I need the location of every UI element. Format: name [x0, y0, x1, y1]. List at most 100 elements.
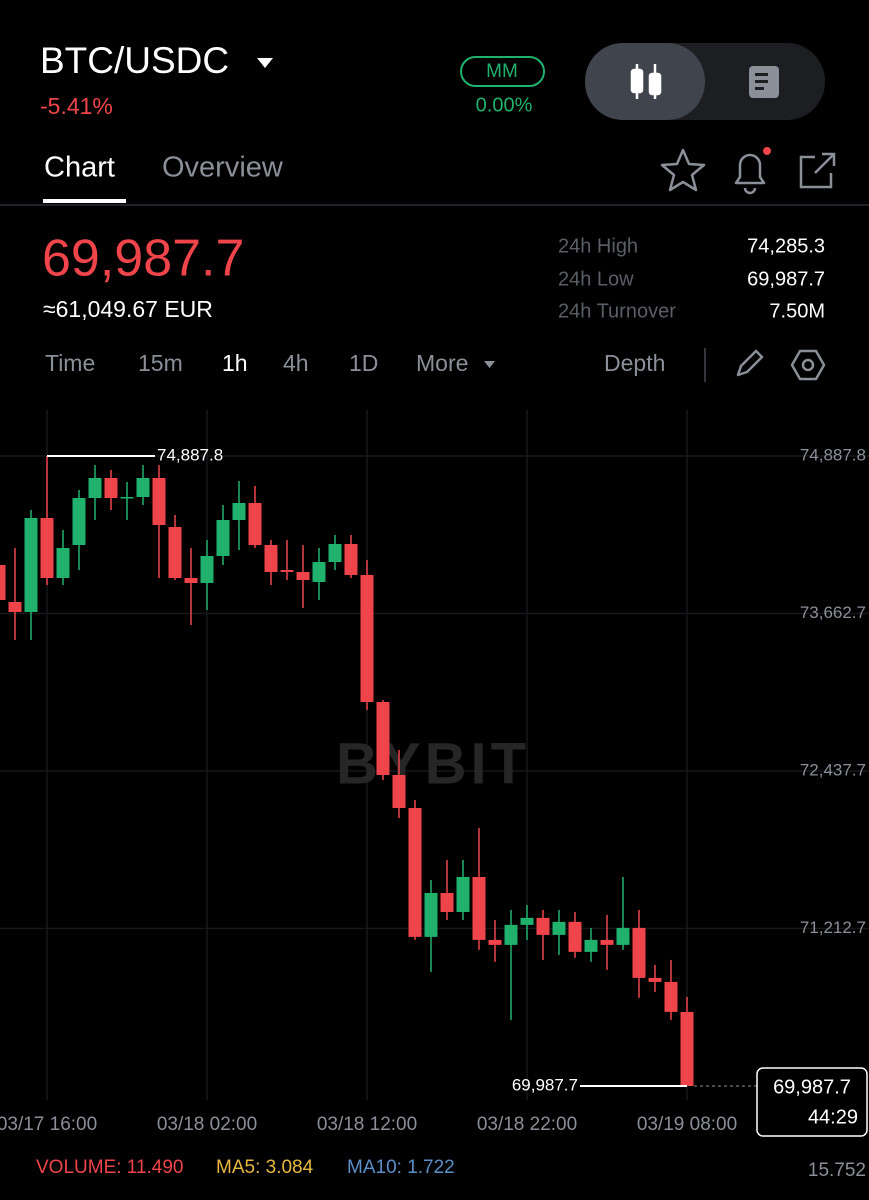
- candle-body: [600, 939, 614, 945]
- last-price: 69,987.7: [42, 230, 244, 288]
- candle-body: [680, 1011, 694, 1087]
- ma10-label: MA10: 1.722: [347, 1157, 455, 1178]
- interval[interactable]: 15m: [138, 350, 183, 376]
- mm-value: 0.00%: [476, 94, 533, 116]
- mm-pill[interactable]: [460, 56, 545, 87]
- stat-value: 7.50M: [769, 300, 825, 322]
- candle-body: [440, 893, 454, 912]
- candle-body: [216, 520, 230, 557]
- candle-body: [424, 893, 438, 937]
- candle-body: [200, 556, 214, 583]
- candle-body: [264, 544, 278, 572]
- candle-body: [280, 570, 294, 572]
- draw-icon[interactable]: [736, 349, 764, 377]
- candle-body: [408, 808, 422, 937]
- x-tick-label: 03/18 02:00: [157, 1114, 257, 1135]
- candle-body: [72, 498, 86, 545]
- candle-body: [648, 977, 662, 982]
- interval-more[interactable]: More: [416, 350, 468, 376]
- pair-dropdown[interactable]: [257, 58, 273, 68]
- candle-body: [472, 876, 486, 940]
- candle-body: [328, 543, 342, 562]
- stat-label: 24h Low: [558, 268, 634, 290]
- candle-body: [0, 565, 6, 601]
- candle-body: [568, 921, 582, 952]
- candle-body: [88, 478, 102, 499]
- share-icon[interactable]: [799, 152, 836, 189]
- candle-body: [520, 917, 534, 925]
- volume-label: VOLUME: 11.490: [36, 1157, 184, 1178]
- chart: 03/17 16:00 03/18 02:00 03/18 12:00 03/18 2…: [0, 410, 869, 1137]
- candle-body: [8, 601, 22, 612]
- candle-body: [616, 927, 630, 945]
- countdown: 44:29: [808, 1106, 858, 1128]
- y-tick-label: 73,662.7: [800, 603, 866, 622]
- x-tick-label: 03/17 16:00: [0, 1114, 97, 1135]
- candle-body: [376, 702, 390, 775]
- alert-dot: [763, 147, 771, 155]
- interval[interactable]: Time: [45, 350, 95, 376]
- x-tick-label: 03/18 22:00: [477, 1114, 577, 1135]
- candle-body: [536, 917, 550, 935]
- candle-body: [152, 478, 166, 526]
- candle-icon: [630, 64, 662, 99]
- candle-body: [168, 526, 182, 578]
- candle-view-button[interactable]: [585, 43, 705, 120]
- tab-chart[interactable]: Chart: [44, 152, 115, 184]
- low-marker-label: 69,987.7: [512, 1075, 578, 1094]
- candle-body: [56, 548, 70, 578]
- interval[interactable]: 4h: [283, 350, 309, 376]
- mm-label[interactable]: MM: [486, 61, 518, 82]
- candle-body: [248, 502, 262, 545]
- watermark: BYBIT: [336, 731, 530, 796]
- stat-label: 24h Turnover: [558, 300, 676, 322]
- fiat-price: ≈61,049.67 EUR: [43, 296, 213, 322]
- x-tick-label: 03/19 08:00: [637, 1114, 737, 1135]
- pair[interactable]: BTC/USDC: [40, 40, 229, 81]
- last-price-box: [756, 1067, 868, 1137]
- depth-button[interactable]: Depth: [604, 350, 665, 376]
- candle-body: [136, 478, 150, 498]
- y-tick-label: 74,887.8: [800, 445, 866, 464]
- candle-body: [664, 981, 678, 1012]
- interval[interactable]: 1D: [349, 350, 378, 376]
- candle-body: [312, 561, 326, 582]
- candle-body: [104, 478, 118, 499]
- candle-body: [40, 517, 54, 578]
- ma5-label: MA5: 3.084: [216, 1157, 314, 1178]
- volume-axis-label: 15.752: [808, 1160, 866, 1181]
- candle-body: [344, 543, 358, 575]
- settings-icon[interactable]: [790, 349, 826, 381]
- interval-active[interactable]: 1h: [222, 350, 248, 376]
- candle-body: [552, 921, 566, 935]
- tab-underline: [43, 199, 126, 203]
- stat-value: 74,285.3: [747, 235, 825, 257]
- candle-body: [24, 517, 38, 612]
- candle-body: [360, 574, 374, 703]
- y-tick-label: 72,437.7: [800, 760, 866, 779]
- high-marker-label: 74,887.8: [157, 445, 223, 464]
- candle-body: [296, 571, 310, 580]
- y-tick-label: 71,212.7: [800, 918, 866, 937]
- document-icon[interactable]: [749, 66, 779, 98]
- candle-body: [456, 876, 470, 912]
- stat-value: 69,987.7: [747, 268, 825, 290]
- stat-label: 24h High: [558, 235, 638, 257]
- candle-body: [184, 577, 198, 583]
- change: -5.41%: [40, 93, 113, 119]
- last-price-label: 69,987.7: [773, 1076, 851, 1098]
- x-tick-label: 03/18 12:00: [317, 1114, 417, 1135]
- candle-body: [392, 774, 406, 809]
- candle-body: [584, 939, 598, 952]
- candle-body: [120, 497, 134, 499]
- candle-body: [504, 924, 518, 945]
- more-arrow: [484, 361, 495, 368]
- tab-overview[interactable]: Overview: [162, 152, 284, 184]
- alert-icon[interactable]: [734, 153, 766, 195]
- candle-body: [488, 939, 502, 945]
- favorite-icon[interactable]: [660, 148, 706, 192]
- candle-body: [232, 502, 246, 521]
